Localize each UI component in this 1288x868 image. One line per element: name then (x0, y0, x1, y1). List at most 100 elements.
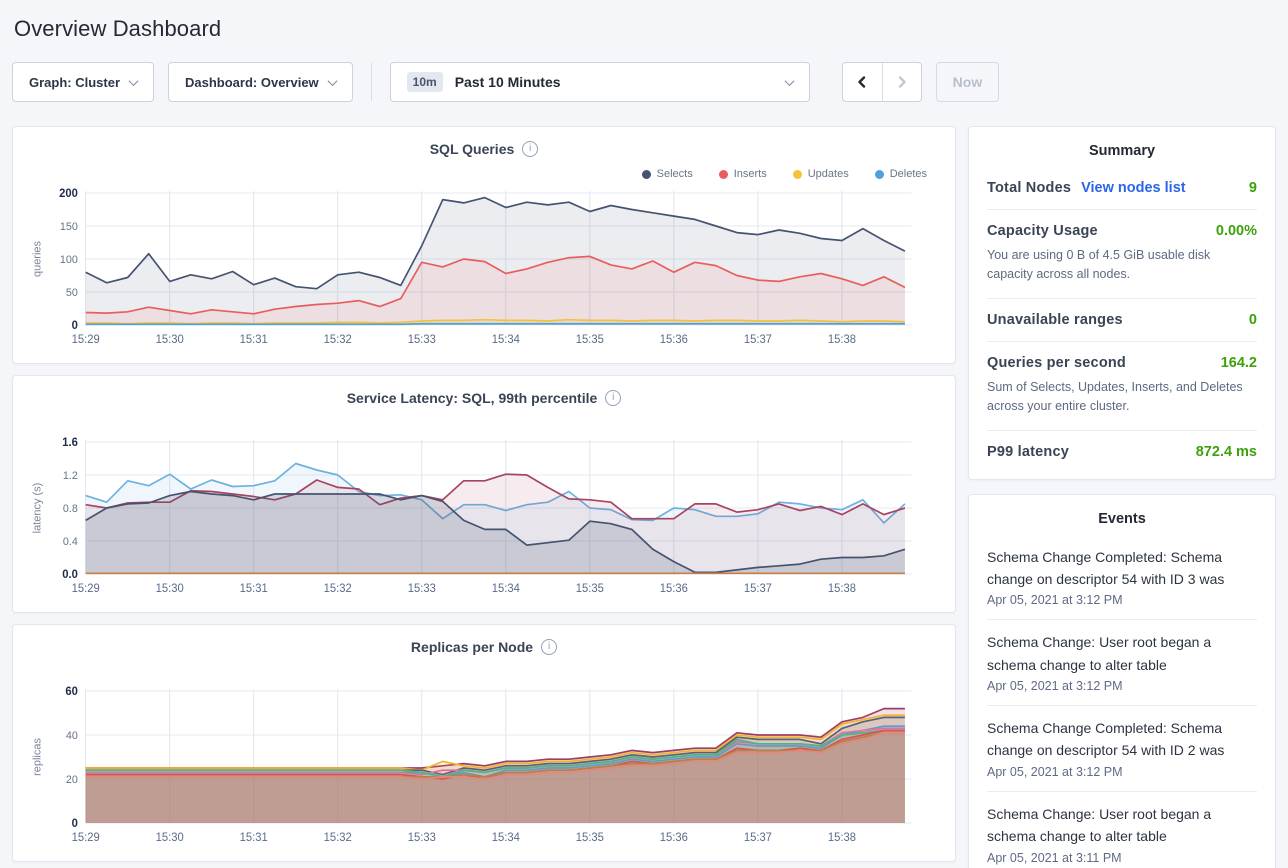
svg-text:15:30: 15:30 (156, 832, 184, 844)
toolbar: Graph: Cluster Dashboard: Overview 10m P… (12, 62, 1276, 102)
service-latency-chart[interactable]: 15:29 15:30 15:31 15:32 15:33 15:34 15:35 15:36… (27, 434, 941, 606)
svg-text:15:36: 15:36 (660, 334, 688, 346)
graph-dropdown[interactable]: Graph: Cluster (12, 62, 155, 102)
svg-text:50: 50 (66, 287, 78, 299)
legend-dot (874, 169, 884, 179)
event-text: Schema Change: User root began a schema … (987, 805, 1212, 845)
chart-title-row: Replicas per Node i (27, 633, 941, 661)
svg-text:15:36: 15:36 (660, 583, 688, 595)
svg-text:150: 150 (60, 221, 78, 233)
event-text: Schema Change Completed: Schema change o… (987, 548, 1225, 587)
page-title: Overview Dashboard (14, 16, 222, 41)
event-item: Schema Change: User root began a schema … (987, 792, 1257, 868)
svg-text:queries: queries (32, 240, 44, 277)
svg-text:1.2: 1.2 (63, 470, 78, 482)
legend-dot (641, 169, 651, 179)
chevron-right-icon (898, 76, 906, 88)
chart-title: Replicas per Node (410, 639, 534, 655)
svg-text:15:33: 15:33 (408, 334, 436, 346)
charts-column: SQL Queries i Selects Inserts Updates Delet… (12, 126, 956, 862)
svg-text:15:29: 15:29 (72, 832, 100, 844)
chart-title-row: SQL Queries i (27, 135, 941, 163)
svg-text:15:31: 15:31 (240, 334, 268, 346)
legend-label: Selects (656, 168, 693, 180)
svg-text:0: 0 (72, 320, 78, 332)
summary-title: Summary (1088, 143, 1156, 159)
svg-text:60: 60 (65, 686, 77, 698)
event-timestamp: Apr 05, 2021 at 3:11 PM (987, 850, 1122, 865)
dashboard-content: SQL Queries i Selects Inserts Updates Delet… (12, 126, 1276, 868)
chart-legend: Selects Inserts Updates Deletes (27, 163, 941, 185)
summary-value: 872.4 ms (1195, 443, 1257, 460)
info-icon[interactable]: i (522, 141, 539, 157)
svg-text:15:32: 15:32 (324, 334, 352, 346)
svg-text:15:31: 15:31 (240, 832, 268, 844)
svg-text:15:36: 15:36 (660, 832, 688, 844)
event-text: Schema Change Completed: Schema change o… (987, 720, 1225, 759)
svg-text:15:33: 15:33 (408, 832, 436, 844)
summary-rows: Total Nodes View nodes list 9 Capacity Usag… (987, 167, 1257, 473)
svg-text:0.4: 0.4 (63, 536, 78, 548)
svg-text:15:35: 15:35 (576, 334, 604, 346)
svg-text:latency (s): latency (s) (32, 483, 44, 534)
summary-value: 164.2 (1220, 354, 1257, 371)
event-timestamp: Apr 05, 2021 at 3:12 PM (987, 764, 1123, 779)
events-title: Events (1098, 510, 1146, 527)
svg-text:0.8: 0.8 (63, 503, 78, 515)
svg-text:15:37: 15:37 (744, 583, 772, 595)
graph-dropdown-label: Graph: Cluster (29, 74, 121, 90)
svg-text:15:33: 15:33 (408, 583, 436, 595)
svg-text:15:30: 15:30 (156, 334, 184, 346)
svg-text:0: 0 (72, 818, 78, 830)
time-next-button[interactable] (881, 63, 921, 101)
svg-text:15:38: 15:38 (828, 832, 856, 844)
svg-text:100: 100 (60, 254, 78, 266)
legend-item-selects[interactable]: Selects (641, 168, 693, 180)
sql-queries-chart[interactable]: 15:29 15:30 15:31 15:32 15:33 15:34 15:35 15:36… (27, 185, 941, 357)
info-icon[interactable]: i (605, 390, 622, 406)
svg-text:1.6: 1.6 (62, 437, 78, 449)
summary-value: 0 (1248, 311, 1257, 328)
svg-text:15:32: 15:32 (324, 832, 352, 844)
chart-title-row: Service Latency: SQL, 99th percentile i (27, 384, 941, 412)
summary-row-unavailable-ranges: Unavailable ranges 0 (987, 299, 1257, 342)
summary-label: Unavailable ranges (987, 311, 1123, 328)
legend-label: Inserts (733, 168, 767, 180)
event-timestamp: Apr 05, 2021 at 3:12 PM (987, 593, 1123, 608)
event-item: Schema Change Completed: Schema change o… (987, 535, 1257, 621)
dashboard-dropdown[interactable]: Dashboard: Overview (168, 62, 353, 102)
chart-legend (27, 412, 941, 434)
svg-text:15:31: 15:31 (240, 583, 268, 595)
legend-item-inserts[interactable]: Inserts (718, 168, 767, 180)
legend-label: Updates (807, 168, 849, 180)
events-list: Schema Change Completed: Schema change o… (987, 535, 1257, 868)
summary-label: Total Nodes (987, 180, 1072, 196)
time-range-selector[interactable]: 10m Past 10 Minutes (389, 62, 810, 102)
svg-text:15:35: 15:35 (576, 832, 604, 844)
replicas-per-node-chart[interactable]: 15:29 15:30 15:31 15:32 15:33 15:34 15:35 15:36… (27, 683, 941, 855)
summary-description: You are using 0 B of 4.5 GiB usable disk… (987, 248, 1211, 282)
svg-text:15:38: 15:38 (828, 334, 856, 346)
now-button[interactable]: Now (935, 62, 1000, 102)
toolbar-divider (370, 63, 372, 101)
chevron-down-icon (784, 75, 795, 86)
svg-text:15:34: 15:34 (492, 334, 520, 346)
legend-item-updates[interactable]: Updates (792, 168, 849, 180)
chart-title: Service Latency: SQL, 99th percentile (346, 390, 598, 406)
dashboard-dropdown-label: Dashboard: Overview (185, 74, 319, 90)
time-window-nav (841, 62, 922, 102)
info-icon[interactable]: i (541, 639, 558, 655)
svg-text:15:29: 15:29 (72, 334, 100, 346)
summary-label: Capacity Usage (987, 223, 1098, 239)
svg-text:15:32: 15:32 (324, 583, 352, 595)
svg-text:replicas: replicas (32, 738, 44, 776)
summary-row-capacity-usage: Capacity Usage 0.00% You are using 0 B of … (987, 210, 1257, 299)
side-column: Summary Total Nodes View nodes list 9 Capac… (968, 126, 1276, 868)
chevron-down-icon (327, 75, 338, 86)
legend-item-deletes[interactable]: Deletes (874, 168, 927, 180)
view-nodes-list-link[interactable]: View nodes list (1081, 180, 1186, 196)
service-latency-panel: Service Latency: SQL, 99th percentile i … (12, 375, 956, 613)
time-prev-button[interactable] (843, 63, 882, 101)
summary-label: Queries per second (987, 354, 1126, 371)
